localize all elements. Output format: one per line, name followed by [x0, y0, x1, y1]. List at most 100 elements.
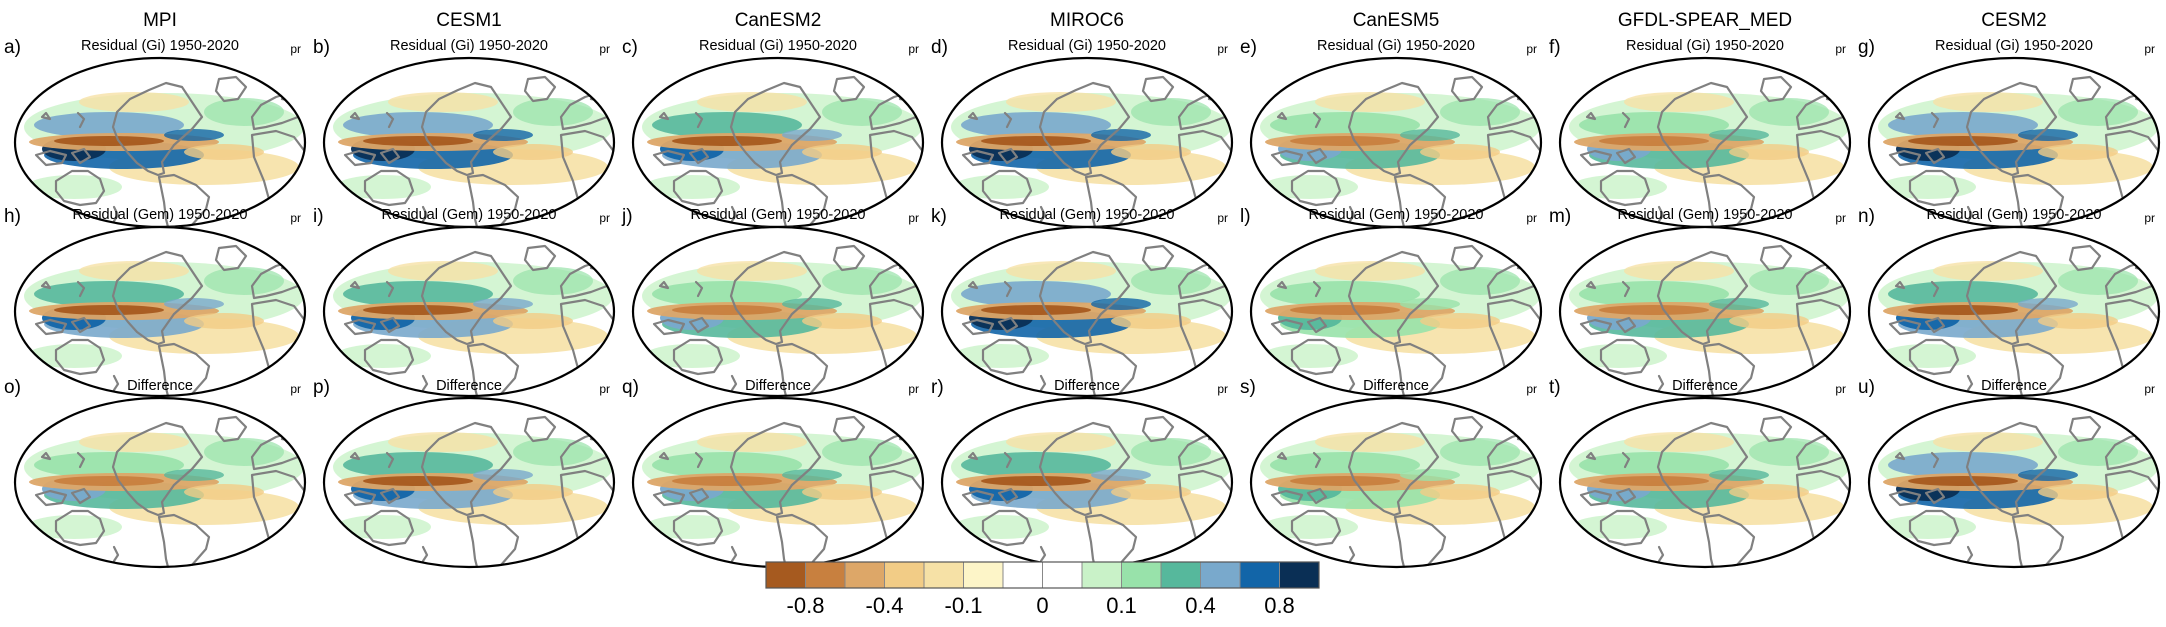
variable-label: pr [599, 42, 610, 56]
anomaly-field [14, 57, 306, 228]
panel-title: Residual (Gem) 1950-2020 [691, 207, 866, 223]
variable-label: pr [908, 42, 919, 56]
map-panel: g) Residual (Gi) 1950-2020 pr [1858, 37, 2161, 229]
map-panel: q) Difference pr [622, 377, 925, 569]
anomaly-field [941, 397, 1233, 568]
variable-label: pr [1835, 382, 1846, 396]
panel-title: Difference [1363, 378, 1429, 394]
variable-label: pr [908, 382, 919, 396]
map-panel: b) Residual (Gi) 1950-2020 pr [313, 37, 616, 229]
model-title: CanESM5 [1353, 10, 1440, 31]
panel-label: c) [622, 37, 638, 58]
panel-label: q) [622, 377, 639, 398]
panel-label: f) [1549, 37, 1561, 58]
variable-label: pr [1217, 211, 1228, 225]
anomaly-field [14, 226, 306, 397]
map-frame [631, 225, 925, 398]
colorbar-tick-label: 0.4 [1185, 593, 1216, 618]
anomaly-field [632, 57, 924, 228]
panel-title: Residual (Gem) 1950-2020 [1309, 207, 1484, 223]
model-title: MPI [143, 10, 177, 31]
colorbar-box [805, 561, 846, 589]
anomaly-field [1250, 57, 1542, 228]
variable-label: pr [1526, 382, 1537, 396]
colorbar-tick-label: 0.1 [1106, 593, 1137, 618]
map-panel: l) Residual (Gem) 1950-2020 pr [1240, 206, 1543, 398]
panel-label: t) [1549, 377, 1561, 398]
anomaly-field [323, 226, 615, 397]
colorbar-box [923, 561, 964, 589]
panel-title: Residual (Gi) 1950-2020 [390, 38, 548, 54]
anomaly-field [941, 226, 1233, 397]
panel-title: Residual (Gem) 1950-2020 [1618, 207, 1793, 223]
colorbar-box [1239, 561, 1280, 589]
anomaly-field [1250, 397, 1542, 568]
panel-label: m) [1549, 206, 1571, 227]
panel-label: h) [4, 206, 21, 227]
colorbar-tick-label: -0.8 [787, 593, 825, 618]
panel-label: b) [313, 37, 330, 58]
anomaly-field [1868, 57, 2160, 228]
variable-label: pr [1835, 42, 1846, 56]
variable-label: pr [2144, 211, 2155, 225]
panel-label: s) [1240, 377, 1256, 398]
colorbar-outline [765, 561, 1320, 589]
map-panel: s) Difference pr [1240, 377, 1543, 569]
variable-label: pr [1526, 211, 1537, 225]
anomaly-field [14, 397, 306, 568]
map-panel: k) Residual (Gem) 1950-2020 pr [931, 206, 1234, 398]
colorbar-box [1121, 561, 1162, 589]
map-frame [1867, 225, 2161, 398]
map-frame [1249, 396, 1543, 569]
map-panel: i) Residual (Gem) 1950-2020 pr [313, 206, 616, 398]
colorbar: -0.8 -0.4 -0.1 0 0.1 0.4 0.8 [765, 561, 1320, 618]
variable-label: pr [290, 42, 301, 56]
map-frame [1249, 225, 1543, 398]
model-titles: MPI CESM1 CanESM2 MIROC6 CanESM5 GFDL-SPEAR_M… [143, 10, 2047, 31]
panel-label: a) [4, 37, 21, 58]
panel-title: Residual (Gem) 1950-2020 [382, 207, 557, 223]
map-frame [1558, 225, 1852, 398]
panel-title: Residual (Gem) 1950-2020 [1927, 207, 2102, 223]
map-panel: n) Residual (Gem) 1950-2020 pr [1858, 206, 2161, 398]
panel-title: Residual (Gem) 1950-2020 [1000, 207, 1175, 223]
panels: a) Residual (Gi) 1950-2020 pr b) Residual (G… [4, 37, 2161, 569]
map-panel: h) Residual (Gem) 1950-2020 pr [4, 206, 307, 398]
anomaly-field [632, 397, 924, 568]
panel-title: Residual (Gem) 1950-2020 [73, 207, 248, 223]
panel-label: k) [931, 206, 947, 227]
anomaly-field [1559, 57, 1851, 228]
colorbar-tick-label: 0 [1036, 593, 1048, 618]
anomaly-field [941, 57, 1233, 228]
panel-label: o) [4, 377, 21, 398]
variable-label: pr [290, 382, 301, 396]
panel-title: Residual (Gi) 1950-2020 [699, 38, 857, 54]
panel-label: l) [1240, 206, 1251, 227]
colorbar-box [884, 561, 925, 589]
colorbar-tick-label: 0.8 [1264, 593, 1295, 618]
panel-label: p) [313, 377, 330, 398]
panel-title: Residual (Gi) 1950-2020 [81, 38, 239, 54]
panel-title: Residual (Gi) 1950-2020 [1317, 38, 1475, 54]
map-panel: t) Difference pr [1549, 377, 1852, 569]
model-title: CanESM2 [735, 10, 822, 31]
variable-label: pr [1835, 211, 1846, 225]
variable-label: pr [2144, 42, 2155, 56]
map-panel: a) Residual (Gi) 1950-2020 pr [4, 37, 307, 229]
panel-label: i) [313, 206, 324, 227]
map-panel: o) Difference pr [4, 377, 307, 569]
map-panel: j) Residual (Gem) 1950-2020 pr [621, 206, 925, 398]
variable-label: pr [1526, 42, 1537, 56]
anomaly-field [1559, 226, 1851, 397]
map-frame [940, 225, 1234, 398]
variable-label: pr [290, 211, 301, 225]
panel-title: Difference [1054, 378, 1120, 394]
map-frame [322, 396, 616, 569]
panel-label: r) [931, 377, 944, 398]
panel-title: Residual (Gi) 1950-2020 [1626, 38, 1784, 54]
model-title: CESM2 [1981, 10, 2046, 31]
variable-label: pr [1217, 382, 1228, 396]
anomaly-field [632, 226, 924, 397]
panel-label: n) [1858, 206, 1875, 227]
